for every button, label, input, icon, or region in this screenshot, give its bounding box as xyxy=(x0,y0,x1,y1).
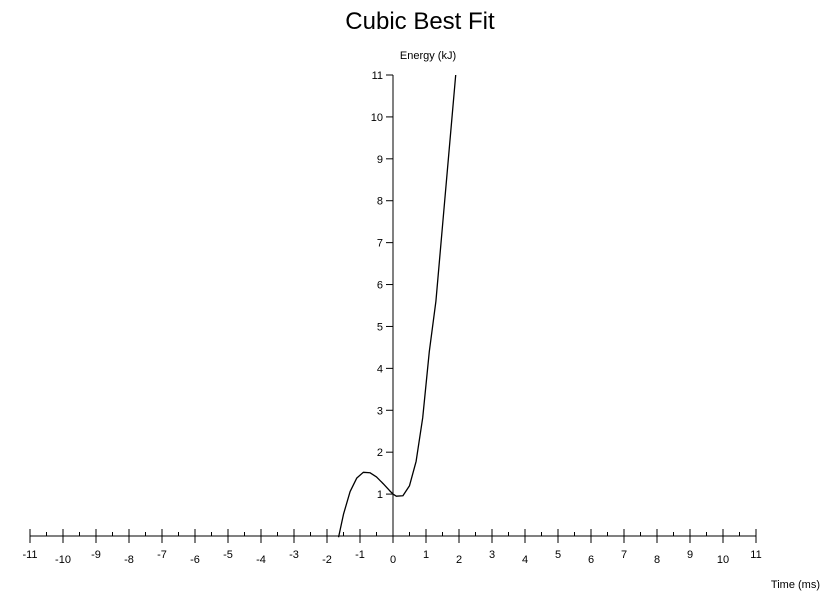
y-tick-label: 10 xyxy=(371,112,383,124)
x-tick-label: -5 xyxy=(223,549,233,561)
x-tick-label: -8 xyxy=(124,554,134,566)
x-tick-label: -6 xyxy=(190,554,200,566)
series-line xyxy=(337,74,457,538)
x-tick-label: -7 xyxy=(157,549,167,561)
y-tick-label: 9 xyxy=(377,154,383,166)
y-tick-label: 6 xyxy=(377,280,383,292)
x-tick-label: 2 xyxy=(456,554,462,566)
x-tick-label: 9 xyxy=(687,549,693,561)
x-tick-label: 10 xyxy=(717,554,729,566)
x-tick-label: 4 xyxy=(522,554,528,566)
chart-title: Cubic Best Fit xyxy=(345,8,495,35)
x-tick-label: 6 xyxy=(588,554,594,566)
x-tick-label: 3 xyxy=(489,549,495,561)
y-tick-label: 7 xyxy=(377,238,383,250)
x-tick-label: 5 xyxy=(555,549,561,561)
x-tick-label: -4 xyxy=(256,554,266,566)
x-tick-label: 1 xyxy=(423,549,429,561)
x-tick-label: 8 xyxy=(654,554,660,566)
x-tick-label: -2 xyxy=(322,554,332,566)
y-tick-label: 4 xyxy=(377,363,383,375)
y-tick-label: 2 xyxy=(377,447,383,459)
x-tick-label: 0 xyxy=(390,554,396,566)
y-tick-label: 1 xyxy=(377,489,383,501)
y-tick-label: 5 xyxy=(377,321,383,333)
x-tick-label: -1 xyxy=(355,549,365,561)
x-tick-label: -9 xyxy=(91,549,101,561)
x-tick-label: 11 xyxy=(750,549,761,561)
x-tick-label: -3 xyxy=(289,549,299,561)
x-tick-label: -11 xyxy=(22,549,37,561)
y-tick-label: 8 xyxy=(377,196,383,208)
y-tick-label: 11 xyxy=(372,70,383,82)
x-axis-label: Time (ms) xyxy=(771,579,820,591)
y-axis-label: Energy (kJ) xyxy=(400,50,456,62)
y-tick-label: 3 xyxy=(377,405,383,417)
x-tick-label: -10 xyxy=(55,554,71,566)
x-tick-label: 7 xyxy=(621,549,627,561)
